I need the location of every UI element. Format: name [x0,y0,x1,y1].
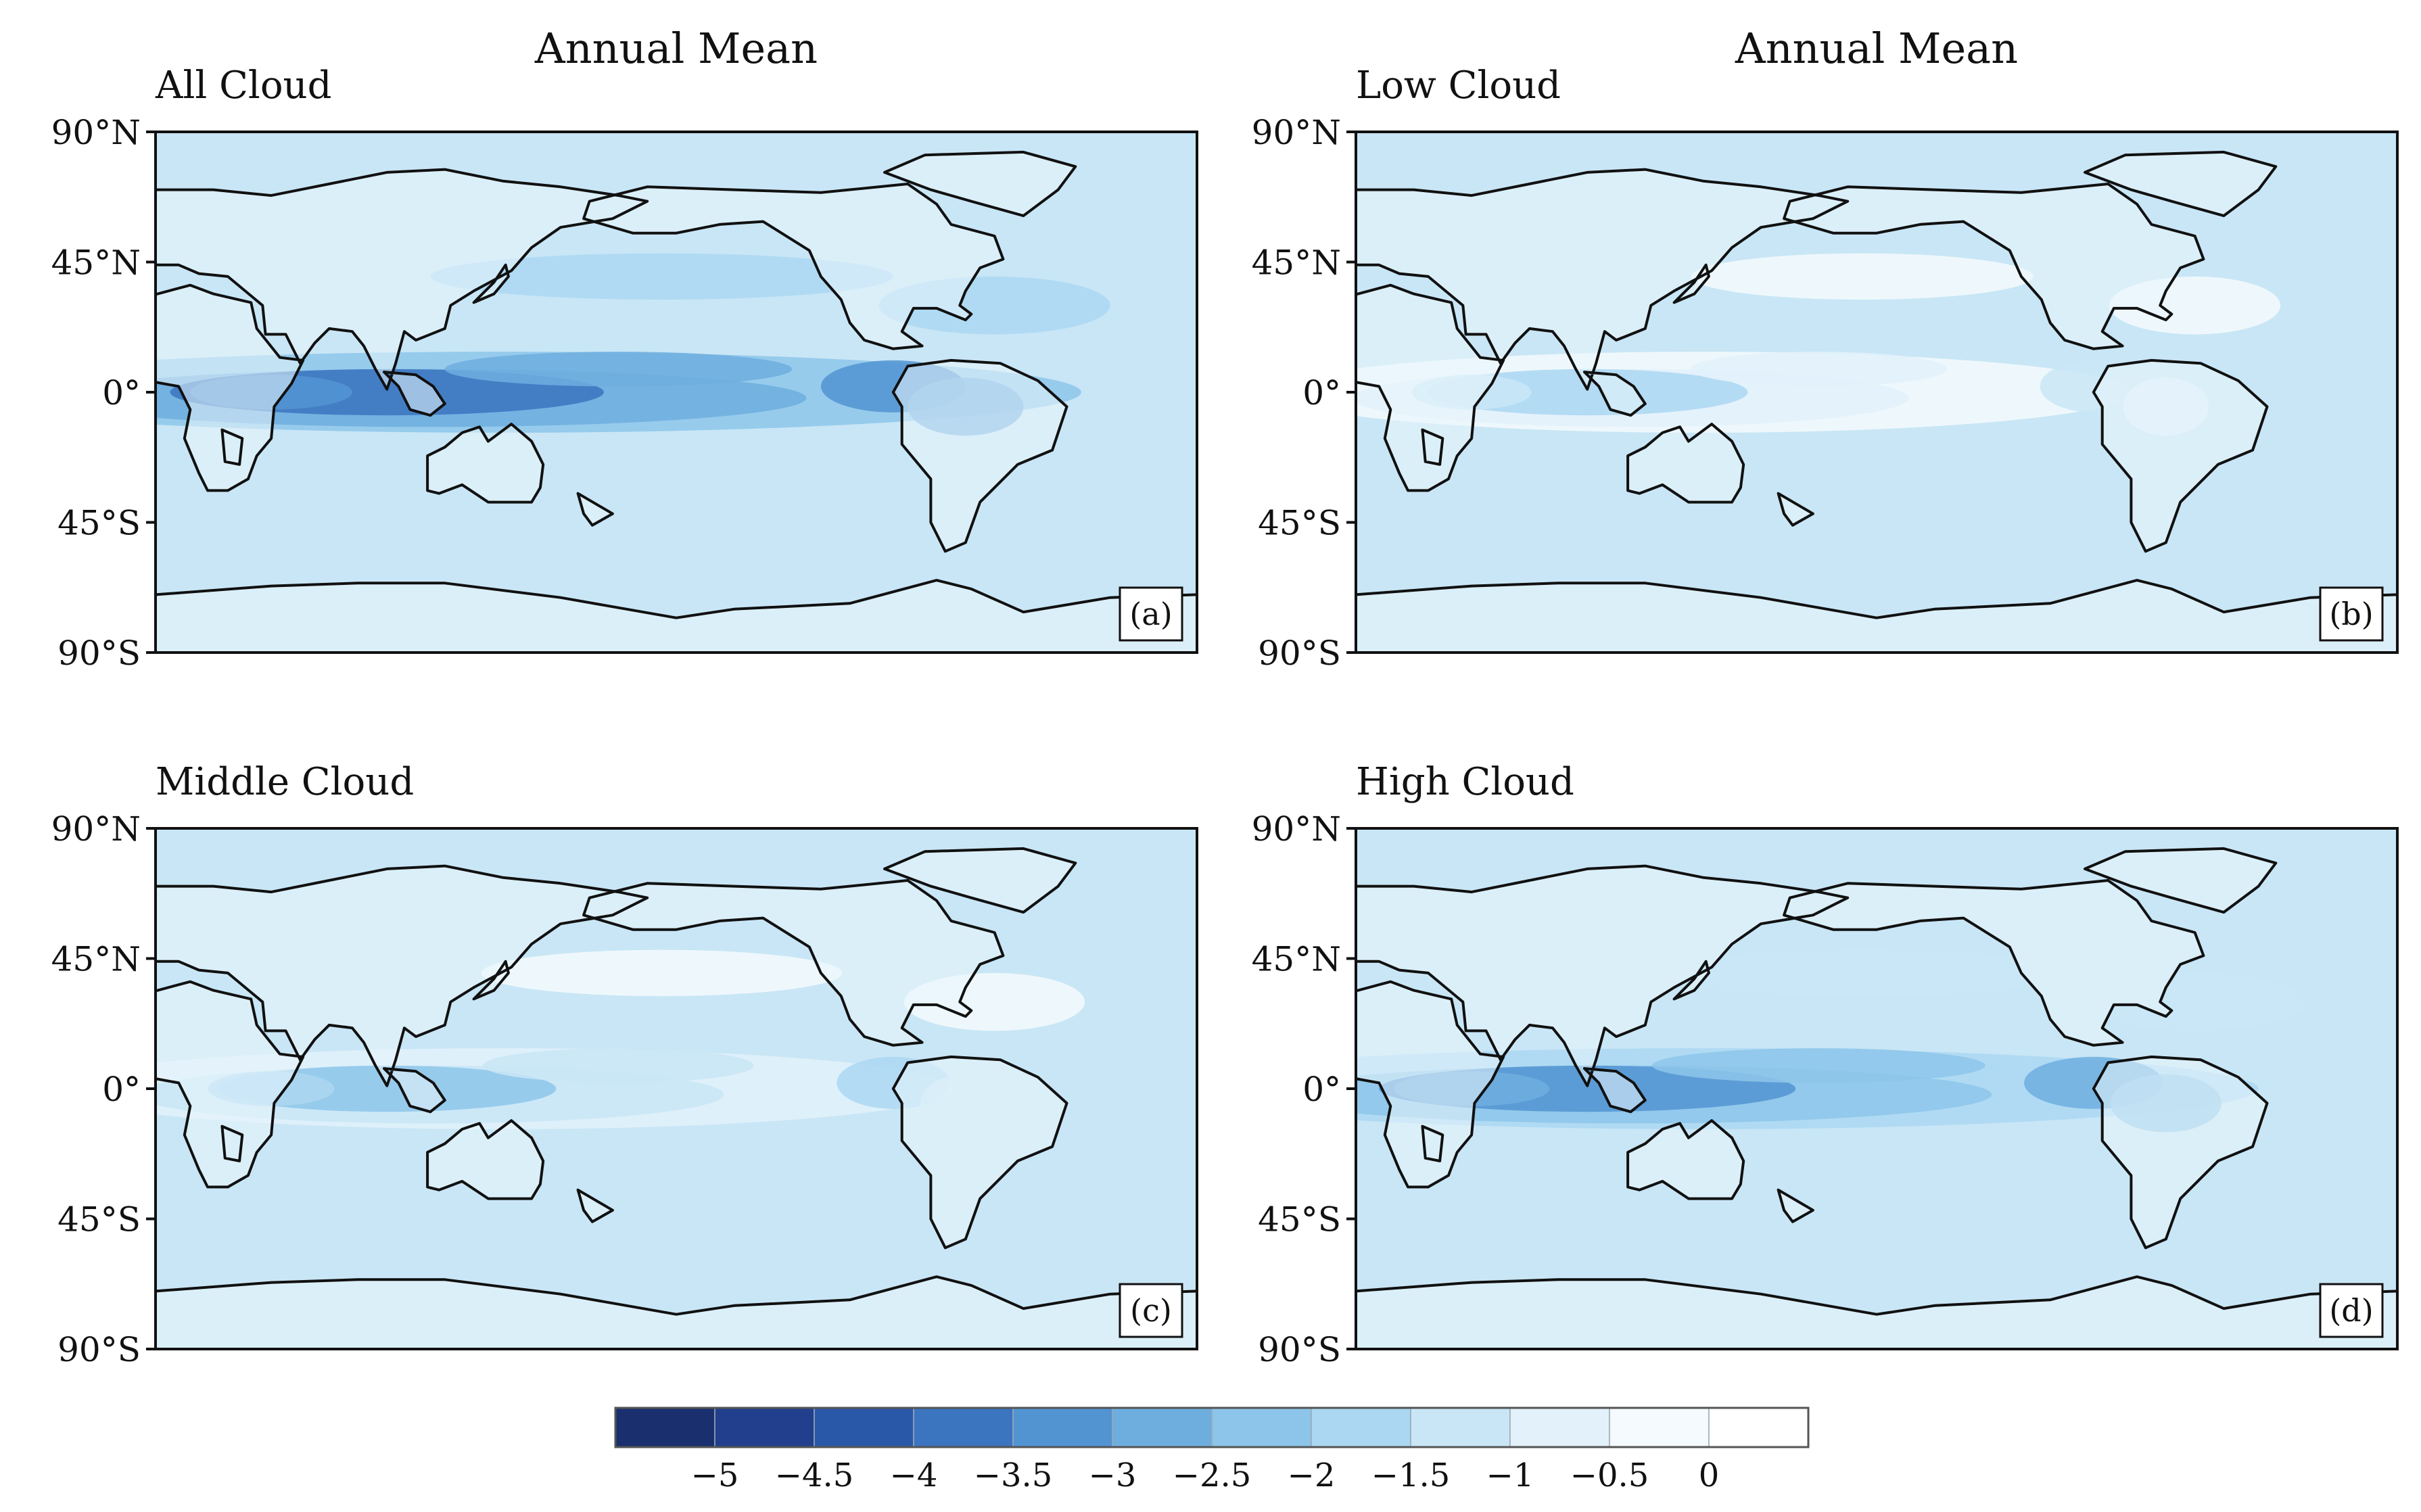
y-tick-label: 45°N [51,940,141,979]
y-tick-label: 90°N [1252,113,1341,152]
panel-tag: (a) [1129,596,1172,632]
y-tick-label: 90°S [57,1330,141,1369]
panel-tag-box [1119,1283,1183,1338]
colorbar-swatch [1012,1407,1113,1448]
colorbar-swatch [814,1407,914,1448]
colorbar-tick-label: 0 [1699,1457,1720,1494]
colorbar-tick-label: −3 [1089,1457,1137,1494]
colorbar-tick-label: −5 [691,1457,739,1494]
panel-tag-box [2319,586,2384,642]
y-tick-label: 45°S [1258,1200,1341,1239]
coastlines [1356,847,2397,1349]
anomaly-region [481,949,843,997]
map-area [156,132,1197,653]
colorbar-frame [614,1407,1810,1448]
anomaly-region [1691,253,2034,300]
colorbar-swatch [1112,1407,1213,1448]
colorbar-swatch [1211,1407,1312,1448]
colorbar-swatch [1311,1407,1411,1448]
y-tick-label: 45°N [1252,940,1341,979]
y-tick-label: 90°N [1252,809,1341,849]
panel-d: 90°N 45°N 0° 45°S 90°S (d) High Cloud [1252,760,2399,1369]
panel-c: 90°N 45°N 0° 45°S 90°S (c) Middle Cloud [51,760,1198,1369]
y-tick-label: 90°N [51,809,141,849]
y-tick-label: 0° [1302,1070,1341,1109]
colorbar-swatch [1410,1407,1511,1448]
panel-heading: Annual Mean [534,24,818,73]
panels-layer: 90°N 45°N 0° 45°S 90°S (a) All Cloud Annual Mea… [51,24,2399,1369]
colorbar-swatch [714,1407,815,1448]
colorbar: −5 −4.5 −4 −3.5 −3 −2.5 −2 −1.5 −1 −0.5 0 [614,1407,1810,1494]
panel-tag-box [1119,586,1183,642]
y-tick-label: 0° [1302,373,1341,412]
panel-tag: (b) [2329,596,2373,632]
colorbar-tick-label: −4.5 [775,1457,854,1494]
colorbar-tick-label: −3.5 [974,1457,1053,1494]
colorbar-swatch [913,1407,1014,1448]
anomaly-region [483,1048,754,1083]
colorbar-tick-label: −1.5 [1371,1457,1451,1494]
panel-subtitle: Middle Cloud [156,760,414,804]
panel-tag: (d) [2329,1292,2373,1329]
y-tick-label: 90°N [51,113,141,152]
anomaly-region [1652,1048,1985,1083]
colorbar-tick-label: −0.5 [1570,1457,1649,1494]
map-area [1356,828,2397,1349]
y-tick-label: 45°S [1258,504,1341,543]
panel-subtitle: All Cloud [155,64,331,108]
colorbar-tick-label: −2 [1288,1457,1336,1494]
y-tick-label: 45°N [51,243,141,283]
y-tick-label: 90°S [57,634,141,673]
colorbar-swatch [615,1407,715,1448]
colorbar-swatch [1708,1407,1809,1448]
panel-b: 90°N 45°N 0° 45°S 90°S (b) Low Cloud Annual Mea… [1252,24,2399,673]
y-tick-label: 45°N [1252,243,1341,283]
panel-tag: (c) [1130,1292,1172,1329]
colorbar-tick-label: −1 [1486,1457,1534,1494]
panel-tag-box [2319,1283,2384,1338]
colorbar-swatch [1609,1407,1710,1448]
map-area [156,828,1197,1349]
coastlines [156,847,1197,1349]
colorbar-tick-label: −2.5 [1173,1457,1252,1494]
y-tick-label: 90°S [1258,634,1341,673]
anomaly-region [1690,352,1948,387]
y-tick-label: 45°S [57,1200,141,1239]
y-tick-label: 0° [102,1070,141,1109]
map-area [1356,132,2397,653]
anomaly-region [1640,949,2085,997]
panel-subtitle: High Cloud [1356,760,1574,804]
panel-subtitle: Low Cloud [1356,64,1561,108]
colorbar-swatch [1509,1407,1610,1448]
y-tick-label: 90°S [1258,1330,1341,1369]
coastlines [1356,150,2397,653]
colorbar-tick-label: −4 [890,1457,938,1494]
anomaly-region [430,253,893,300]
panel-a: 90°N 45°N 0° 45°S 90°S (a) All Cloud Annual Mea… [51,24,1198,673]
y-tick-label: 45°S [57,504,141,543]
panel-heading: Annual Mean [1735,24,2018,73]
y-tick-label: 0° [102,373,141,412]
anomaly-region [444,352,793,387]
coastlines [156,150,1197,653]
